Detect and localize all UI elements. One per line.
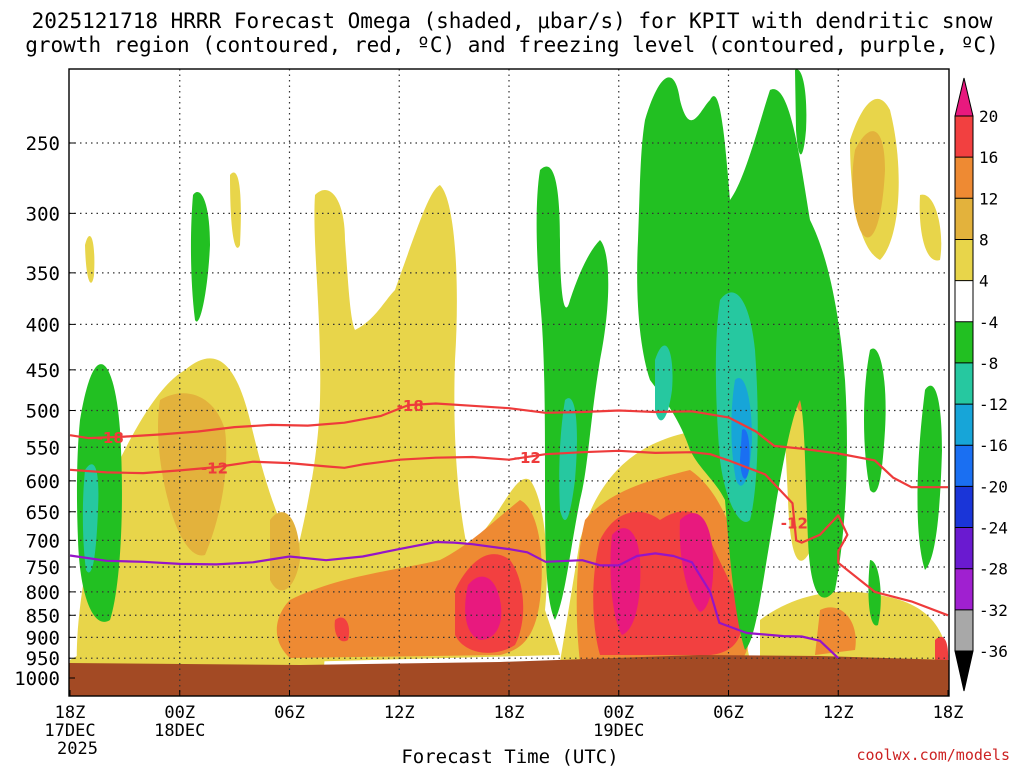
x-tick-label: 18Z: [55, 703, 86, 723]
colorbar-label: 16: [979, 148, 998, 167]
omega-region-red-right: [593, 376, 949, 660]
colorbar-top-arrow: [954, 77, 974, 117]
omega-region-magenta-left: [465, 576, 502, 640]
colorbar-label: -32: [979, 601, 1008, 620]
colorbar: 20 16 12 8 4 -4 -8 -12 -16 -20 -24 -28 -32 -36: [954, 77, 1008, 692]
x-tick-date-label: 17DEC: [44, 721, 95, 741]
contour-line-1: [69, 449, 949, 617]
y-tick-label: 250: [26, 133, 60, 155]
colorbar-swatch: [955, 404, 973, 446]
colorbar-label: 8: [979, 230, 989, 249]
contour-line-2: [69, 540, 840, 659]
y-tick-label: 750: [26, 557, 60, 579]
pressure-axis: 2503003504004505005506006507007508008509…: [14, 133, 75, 690]
x-tick-label: 12Z: [823, 703, 854, 723]
y-tick-label: 550: [26, 437, 60, 459]
contour-label: -12: [781, 514, 808, 532]
contour-line-0: [69, 402, 948, 489]
omega-region-green-left: [76, 192, 211, 622]
x-axis-title: Forecast Time (UTC): [401, 746, 619, 768]
colorbar-swatch: [955, 157, 973, 199]
colorbar-swatch: [955, 321, 973, 363]
colorbar-swatch: [955, 609, 973, 651]
y-tick-label: 800: [26, 582, 60, 604]
omega-region-magenta-right: [610, 513, 714, 635]
x-tick-date-label: 18DEC: [154, 721, 205, 741]
colorbar-swatch: [955, 239, 973, 281]
omega-shading: [69, 69, 949, 696]
x-tick-label: 18Z: [494, 703, 525, 723]
x-tick-label: 18Z: [933, 703, 964, 723]
x-tick-year-label: 2025: [57, 739, 98, 759]
colorbar-swatch: [955, 486, 973, 528]
colorbar-label: -4: [979, 313, 998, 332]
colorbar-swatch: [955, 445, 973, 487]
omega-region-yellow-bottom-right: [760, 591, 948, 662]
colorbar-swatch: [955, 568, 973, 610]
credit-text: coolwx.com/models: [856, 746, 1010, 764]
y-tick-label: 1000: [14, 668, 60, 690]
colorbar-label: 20: [979, 107, 998, 126]
y-tick-label: 300: [26, 203, 60, 225]
omega-region-yellow-upper-center: [290, 185, 500, 660]
isotherm-labels: -18 -18 -12 -12 -12: [97, 397, 808, 532]
x-tick-label: 00Z: [603, 703, 634, 723]
chart-title-line-1: 2025121718 HRRR Forecast Omega (shaded, …: [31, 9, 993, 33]
chart-title-line-2: growth region (contoured, red, ºC) and f…: [25, 33, 999, 57]
colorbar-label: -28: [979, 560, 1008, 579]
colorbar-label: -8: [979, 354, 998, 373]
colorbar-label: -20: [979, 477, 1008, 496]
y-tick-label: 700: [26, 530, 60, 552]
y-tick-label: 350: [26, 263, 60, 285]
y-tick-label: 400: [26, 314, 60, 336]
contour-label: -18: [397, 397, 424, 415]
colorbar-label: -16: [979, 436, 1008, 455]
x-tick-date-label: 19DEC: [593, 721, 644, 741]
contour-label: -12: [514, 449, 541, 467]
x-tick-label: 06Z: [713, 703, 744, 723]
y-tick-label: 900: [26, 627, 60, 649]
contour-label: -12: [201, 459, 228, 477]
y-tick-label: 450: [26, 360, 60, 382]
colorbar-label: 12: [979, 189, 998, 208]
plot-grid: [69, 69, 949, 696]
colorbar-swatch: [955, 198, 973, 240]
colorbar-label: -36: [979, 642, 1008, 661]
colorbar-label: -24: [979, 519, 1008, 538]
omega-region-green-center: [536, 166, 609, 620]
x-tick-label: 06Z: [274, 703, 305, 723]
colorbar-swatch: [955, 280, 973, 322]
x-tick-label: 00Z: [164, 703, 195, 723]
colorbar-bottom-arrow: [954, 650, 974, 692]
isotherm-contours: [69, 402, 949, 659]
colorbar-label: -12: [979, 395, 1008, 414]
y-tick-label: 950: [26, 648, 60, 670]
colorbar-swatch: [955, 362, 973, 405]
colorbar-swatch: [955, 527, 973, 569]
x-tick-label: 12Z: [384, 703, 415, 723]
colorbar-label: 4: [979, 272, 989, 291]
colorbar-swatch: [955, 116, 973, 158]
contour-label: -18: [97, 429, 124, 447]
y-tick-label: 500: [26, 401, 60, 423]
y-tick-label: 600: [26, 471, 60, 493]
y-tick-label: 650: [26, 502, 60, 524]
y-tick-label: 850: [26, 605, 60, 627]
